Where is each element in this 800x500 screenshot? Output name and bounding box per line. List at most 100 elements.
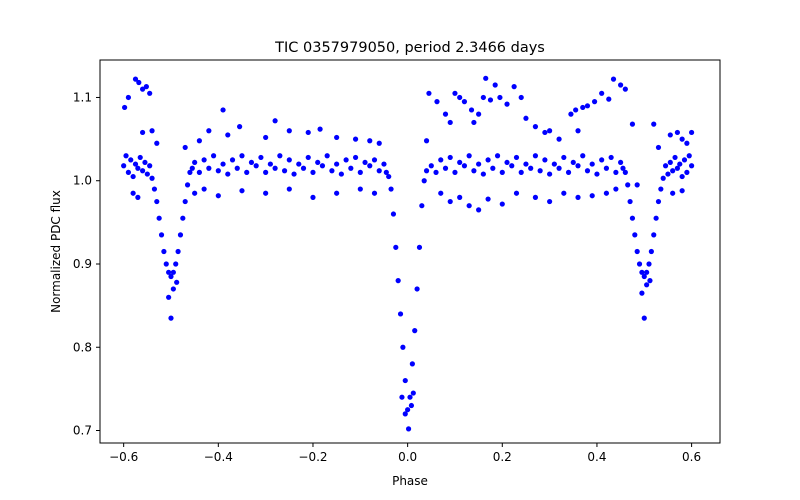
- data-point: [168, 315, 174, 321]
- data-point: [523, 115, 529, 121]
- data-point: [622, 86, 628, 92]
- data-point: [263, 190, 269, 196]
- data-point: [686, 153, 692, 159]
- data-point: [627, 198, 633, 205]
- data-point: [442, 111, 449, 117]
- data-point: [438, 157, 444, 163]
- data-point: [144, 171, 150, 177]
- data-point: [499, 201, 505, 207]
- data-point: [660, 175, 666, 181]
- data-point: [334, 161, 340, 167]
- data-point: [170, 269, 176, 275]
- y-tick-label: 0.7: [73, 424, 92, 438]
- data-point: [239, 153, 245, 159]
- data-point: [258, 154, 264, 161]
- data-point: [371, 157, 378, 163]
- data-point: [589, 193, 595, 199]
- y-axis-ticks: 0.7 0.8 0.9 1.0 1.1: [73, 90, 100, 438]
- data-point: [447, 119, 453, 126]
- data-point: [613, 186, 619, 192]
- data-point: [317, 126, 323, 132]
- data-point: [620, 165, 626, 171]
- data-point: [192, 190, 198, 196]
- data-point: [457, 194, 463, 200]
- data-point: [499, 169, 505, 175]
- data-point: [641, 315, 647, 321]
- data-point: [151, 186, 158, 192]
- data-point: [286, 186, 292, 192]
- data-point: [192, 159, 198, 166]
- data-point: [166, 294, 172, 300]
- data-point: [421, 178, 427, 184]
- data-point: [648, 248, 654, 255]
- data-point: [423, 168, 430, 174]
- data-point: [177, 232, 184, 238]
- data-point: [644, 282, 650, 288]
- data-point: [408, 402, 415, 409]
- data-point: [310, 169, 316, 175]
- data-point: [677, 161, 683, 167]
- data-point: [189, 165, 195, 171]
- data-point: [580, 104, 586, 111]
- data-point: [128, 157, 134, 163]
- data-point: [679, 136, 685, 142]
- data-point: [142, 159, 148, 166]
- data-point: [210, 153, 217, 159]
- data-point: [305, 129, 311, 136]
- data-point: [608, 154, 614, 161]
- data-point: [334, 134, 340, 141]
- data-point: [457, 159, 463, 166]
- data-point: [244, 169, 250, 175]
- data-point: [156, 215, 162, 221]
- data-point: [286, 157, 292, 163]
- data-point: [405, 426, 412, 432]
- data-point: [667, 132, 673, 138]
- y-tick-label: 1.0: [73, 174, 92, 188]
- data-point: [196, 169, 202, 175]
- data-point: [267, 161, 273, 167]
- data-point: [513, 190, 520, 196]
- data-point: [367, 138, 373, 144]
- data-point: [225, 132, 231, 138]
- data-point: [634, 182, 640, 188]
- data-point: [480, 94, 486, 101]
- data-point: [122, 104, 128, 111]
- data-point: [286, 128, 292, 134]
- data-point: [547, 198, 553, 205]
- data-point: [684, 169, 690, 175]
- data-point: [547, 128, 553, 134]
- data-point: [357, 186, 363, 192]
- data-point: [603, 190, 610, 196]
- data-point: [476, 207, 482, 213]
- data-point: [532, 124, 539, 130]
- data-point: [681, 157, 688, 163]
- axes-frame: [99, 59, 721, 444]
- x-tick-label: 0.0: [398, 450, 417, 464]
- data-point: [291, 171, 297, 177]
- data-point: [158, 232, 165, 238]
- data-point: [362, 159, 368, 166]
- data-point: [636, 261, 643, 267]
- y-tick-label: 1.1: [73, 90, 92, 104]
- data-point: [225, 171, 231, 177]
- data-point: [419, 203, 425, 209]
- data-point: [523, 161, 529, 167]
- data-point: [277, 153, 283, 159]
- data-point: [426, 90, 432, 96]
- data-point: [170, 286, 176, 292]
- x-tick-label: −0.6: [109, 450, 138, 464]
- data-point: [556, 165, 562, 171]
- data-point: [367, 163, 373, 169]
- data-point: [402, 377, 408, 384]
- data-point: [410, 390, 416, 396]
- data-point: [565, 169, 572, 175]
- data-point: [383, 169, 389, 175]
- data-point: [471, 119, 477, 126]
- data-point: [625, 182, 631, 188]
- data-point: [629, 121, 636, 127]
- data-point: [125, 169, 131, 175]
- data-point: [154, 198, 160, 205]
- data-point: [603, 165, 610, 171]
- data-point: [163, 261, 169, 267]
- data-point: [634, 248, 640, 255]
